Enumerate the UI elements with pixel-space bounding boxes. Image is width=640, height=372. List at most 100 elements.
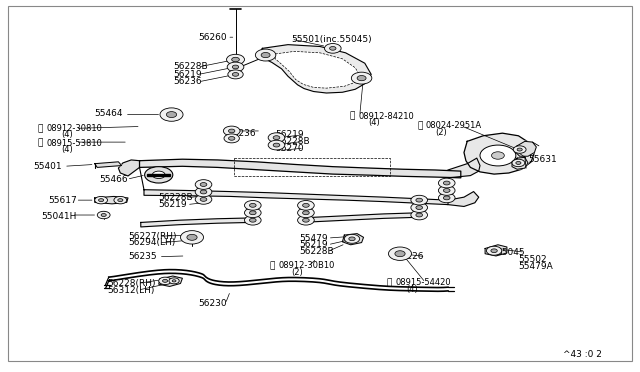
Circle shape [438, 193, 455, 203]
Polygon shape [448, 192, 479, 206]
Circle shape [486, 246, 502, 255]
Circle shape [145, 167, 173, 183]
Circle shape [195, 195, 212, 204]
Polygon shape [259, 45, 371, 93]
Circle shape [438, 186, 455, 195]
Text: 56228B: 56228B [173, 62, 207, 71]
Circle shape [261, 52, 270, 58]
Text: 08912-84210: 08912-84210 [358, 112, 414, 121]
Circle shape [114, 196, 127, 204]
Polygon shape [275, 51, 360, 88]
Polygon shape [307, 213, 419, 222]
Text: ⓜ: ⓜ [387, 278, 392, 287]
Polygon shape [342, 234, 364, 245]
Circle shape [232, 57, 239, 62]
Circle shape [330, 46, 336, 50]
Polygon shape [464, 133, 534, 174]
Text: 55479A: 55479A [518, 262, 553, 271]
Polygon shape [95, 162, 122, 167]
Text: 56260: 56260 [198, 33, 227, 42]
Text: 56235: 56235 [128, 252, 157, 261]
Text: 55464: 55464 [95, 109, 124, 118]
Text: 56228(RH): 56228(RH) [108, 279, 156, 288]
Circle shape [388, 247, 412, 260]
Text: 56236: 56236 [227, 129, 256, 138]
Circle shape [298, 215, 314, 225]
Circle shape [97, 211, 110, 219]
Text: 55045: 55045 [496, 248, 525, 257]
Polygon shape [448, 158, 480, 178]
Circle shape [101, 214, 106, 217]
Text: 56219: 56219 [173, 70, 202, 79]
Circle shape [444, 181, 450, 185]
Text: (4): (4) [61, 130, 72, 139]
Circle shape [255, 49, 276, 61]
Circle shape [152, 171, 165, 179]
Circle shape [227, 62, 244, 72]
Polygon shape [485, 245, 507, 256]
Circle shape [250, 203, 256, 207]
Text: 56219: 56219 [275, 130, 304, 139]
Text: ⓜ: ⓜ [38, 139, 43, 148]
Circle shape [200, 198, 207, 201]
Circle shape [411, 195, 428, 205]
Circle shape [195, 180, 212, 189]
Polygon shape [512, 157, 528, 169]
Text: 56230: 56230 [198, 299, 227, 308]
Text: 55502: 55502 [518, 255, 547, 264]
Circle shape [513, 146, 526, 153]
Text: 08912-30810: 08912-30810 [46, 124, 102, 133]
Text: 08024-2951A: 08024-2951A [426, 121, 482, 130]
Circle shape [324, 44, 341, 53]
Circle shape [228, 137, 235, 140]
Text: (2): (2) [435, 128, 447, 137]
Polygon shape [95, 196, 128, 204]
Circle shape [187, 234, 197, 240]
Text: ^43 :0 2: ^43 :0 2 [563, 350, 602, 359]
Circle shape [303, 203, 309, 207]
Circle shape [99, 199, 104, 202]
Circle shape [517, 148, 522, 151]
Text: 56228B: 56228B [159, 193, 193, 202]
Circle shape [349, 237, 355, 241]
Text: 56228B: 56228B [300, 247, 334, 256]
Circle shape [298, 201, 314, 210]
Circle shape [195, 187, 212, 197]
Circle shape [118, 199, 123, 202]
Circle shape [444, 196, 450, 200]
Text: 56228B: 56228B [275, 137, 310, 146]
Text: 56270: 56270 [275, 144, 304, 153]
Text: 08912-30B10: 08912-30B10 [278, 262, 335, 270]
Text: (4): (4) [61, 145, 72, 154]
Text: 55501(inc.55045): 55501(inc.55045) [291, 35, 372, 44]
Circle shape [268, 140, 285, 150]
Text: 55041H: 55041H [42, 212, 77, 221]
Text: 55617: 55617 [48, 196, 77, 205]
Circle shape [411, 203, 428, 212]
Circle shape [159, 277, 172, 285]
Circle shape [200, 183, 207, 186]
Circle shape [273, 143, 280, 147]
Circle shape [480, 145, 516, 166]
Text: 08915-53810: 08915-53810 [46, 139, 102, 148]
Text: 55479: 55479 [300, 234, 328, 243]
Text: 56227(RH): 56227(RH) [128, 232, 177, 241]
Text: 08915-54420: 08915-54420 [396, 278, 451, 287]
Circle shape [416, 206, 422, 209]
Text: 56312(LH): 56312(LH) [108, 286, 155, 295]
Circle shape [224, 134, 239, 143]
Text: 56219: 56219 [159, 200, 188, 209]
Text: (4): (4) [368, 118, 380, 127]
Circle shape [416, 198, 422, 202]
Text: (2): (2) [291, 268, 303, 277]
Circle shape [232, 73, 239, 76]
Circle shape [244, 201, 261, 210]
Text: (4): (4) [406, 285, 418, 294]
Circle shape [303, 218, 309, 222]
Text: 55401: 55401 [33, 162, 62, 171]
Polygon shape [141, 218, 250, 227]
Circle shape [416, 213, 422, 217]
Circle shape [244, 215, 261, 225]
Circle shape [232, 65, 239, 69]
Circle shape [516, 161, 521, 164]
